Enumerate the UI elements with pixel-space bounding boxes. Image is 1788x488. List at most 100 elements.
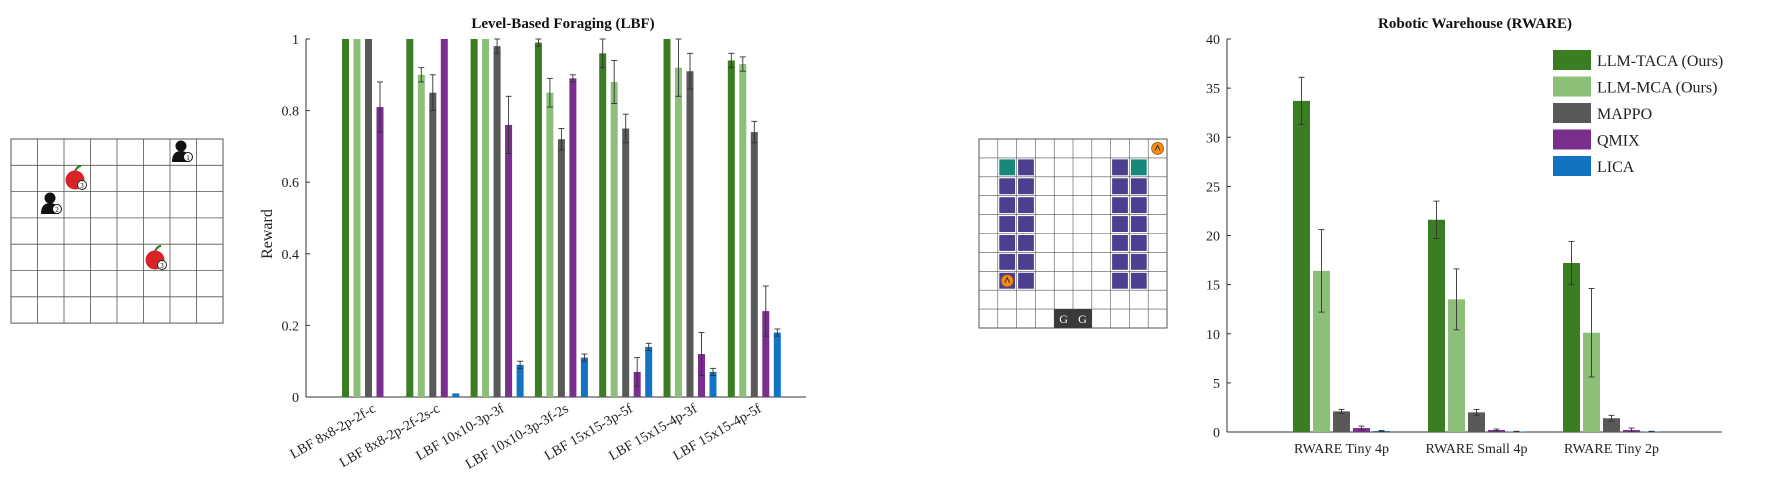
rware-y-tick-label: 10 — [1206, 328, 1220, 343]
lbf-bar — [493, 46, 501, 397]
rware-legend-swatch — [1553, 50, 1591, 70]
shelf-cell — [1112, 272, 1128, 289]
rware-y-tick-label: 35 — [1206, 82, 1220, 97]
lbf-bar — [365, 39, 372, 397]
rware-y-tick-label: 25 — [1206, 180, 1220, 195]
rware-legend-swatch — [1553, 129, 1591, 150]
rware-y-tick-label: 15 — [1206, 279, 1220, 294]
rware-y-tick-label: 20 — [1206, 230, 1220, 245]
goal-label: G — [1078, 312, 1087, 326]
shelf-cell — [1130, 235, 1147, 251]
shelf-cell — [1018, 197, 1034, 214]
rware-bar — [1583, 332, 1600, 432]
lbf-bar — [645, 346, 653, 397]
lbf-bar — [440, 39, 448, 397]
shelf-cell — [999, 216, 1016, 232]
shelf-cell — [999, 178, 1016, 195]
shelf-cell — [1112, 253, 1128, 270]
rware-bar — [1563, 263, 1580, 432]
rware-bar — [1468, 412, 1485, 432]
lbf-y-tick-label: 0.6 — [282, 176, 300, 191]
lbf-bar — [505, 124, 513, 398]
lbf-bar — [429, 92, 437, 397]
lbf-bar — [534, 42, 542, 398]
robot-direction-icon — [1004, 276, 1011, 283]
rware-legend-label: LICA — [1597, 159, 1635, 176]
rware-legend-swatch — [1553, 76, 1591, 97]
shelf-cell — [1112, 159, 1128, 176]
lbf-bar — [482, 39, 490, 397]
lbf-bar — [610, 81, 618, 398]
robot-icon — [1151, 142, 1164, 155]
rware-bar — [1293, 100, 1310, 433]
shelf-cell — [1018, 235, 1034, 251]
shelf-cell — [1112, 197, 1128, 214]
shelf-cell — [999, 159, 1016, 176]
shelf-cell — [1018, 253, 1034, 270]
lbf-bar — [580, 357, 588, 397]
lbf-bar — [557, 139, 565, 398]
shelf-cell — [1112, 178, 1128, 195]
rware-bar — [1313, 270, 1330, 432]
food-level-badge — [77, 180, 87, 190]
shelf-cell — [1018, 159, 1034, 176]
shelf-cell — [1018, 178, 1034, 195]
agent-head-icon — [44, 192, 56, 204]
rware-bar-chart: Robotic Warehouse (RWARE) 0 5 10 15 20 25 30 35… — [1206, 16, 1723, 457]
rware-bar — [1603, 418, 1620, 432]
lbf-bar — [709, 371, 717, 397]
lbf-bar — [750, 132, 758, 397]
lbf-bar — [599, 53, 607, 397]
shelf-cell — [1130, 216, 1147, 232]
rware-legend-swatch — [1553, 156, 1591, 176]
lbf-bar — [376, 107, 384, 398]
shelf-cell — [1018, 272, 1034, 289]
lbf-bar — [663, 39, 671, 397]
rware-legend-swatch — [1553, 103, 1591, 123]
shelf-cell — [999, 235, 1016, 251]
rware-legend-label: QMIX — [1597, 133, 1640, 150]
shelf-cell — [1018, 216, 1034, 232]
rware-x-tick-label: RWARE Small 4p — [1426, 442, 1528, 457]
agent-level-label: 1 — [186, 154, 190, 162]
agent-level-badge — [183, 152, 193, 162]
food-level-label: 3 — [160, 262, 164, 270]
shelf-cell — [1112, 235, 1128, 251]
rware-bar — [1448, 299, 1465, 432]
rware-y-tick-label: 30 — [1206, 131, 1220, 146]
lbf-y-tick-label: 0.4 — [282, 248, 300, 263]
rware-y-tick-label: 5 — [1213, 377, 1220, 392]
lbf-bar — [686, 71, 694, 397]
lbf-bar — [452, 393, 460, 397]
lbf-bar — [569, 78, 577, 397]
shelf-cell — [999, 197, 1016, 214]
lbf-y-tick-label: 0.2 — [282, 319, 300, 334]
lbf-bar — [353, 39, 361, 397]
lbf-bar — [622, 128, 630, 397]
lbf-y-axis-label: Reward — [259, 209, 276, 259]
shelf-cell — [1130, 272, 1147, 289]
lbf-y-tick-label: 0.8 — [282, 105, 300, 120]
agent-head-icon — [175, 140, 187, 152]
rware-legend-label: LLM-TACA (Ours) — [1597, 53, 1723, 70]
lbf-bar-chart: Level-Based Foraging (LBF) Reward 0 0.2 0.… — [259, 16, 806, 473]
shelf-cell — [1112, 216, 1128, 232]
shelf-cell — [1130, 253, 1147, 270]
shelf-cell — [1130, 178, 1147, 195]
rware-y-tick-label: 0 — [1213, 426, 1220, 441]
rware-x-tick-label: RWARE Tiny 4p — [1294, 442, 1389, 457]
lbf-chart-title: Level-Based Foraging (LBF) — [471, 16, 654, 32]
rware-bar — [1333, 411, 1350, 432]
lbf-bar — [516, 364, 524, 397]
goal-cell — [1073, 309, 1092, 328]
lbf-bar — [342, 39, 349, 397]
food-level-label: 3 — [80, 182, 84, 190]
lbf-bar — [739, 64, 747, 397]
shelf-cell — [999, 253, 1016, 270]
goal-label: G — [1059, 312, 1068, 326]
rware-x-tick-label: RWARE Tiny 2p — [1564, 442, 1659, 457]
rware-legend-label: LLM-MCA (Ours) — [1597, 80, 1717, 97]
rware-legend-label: MAPPO — [1597, 106, 1652, 123]
